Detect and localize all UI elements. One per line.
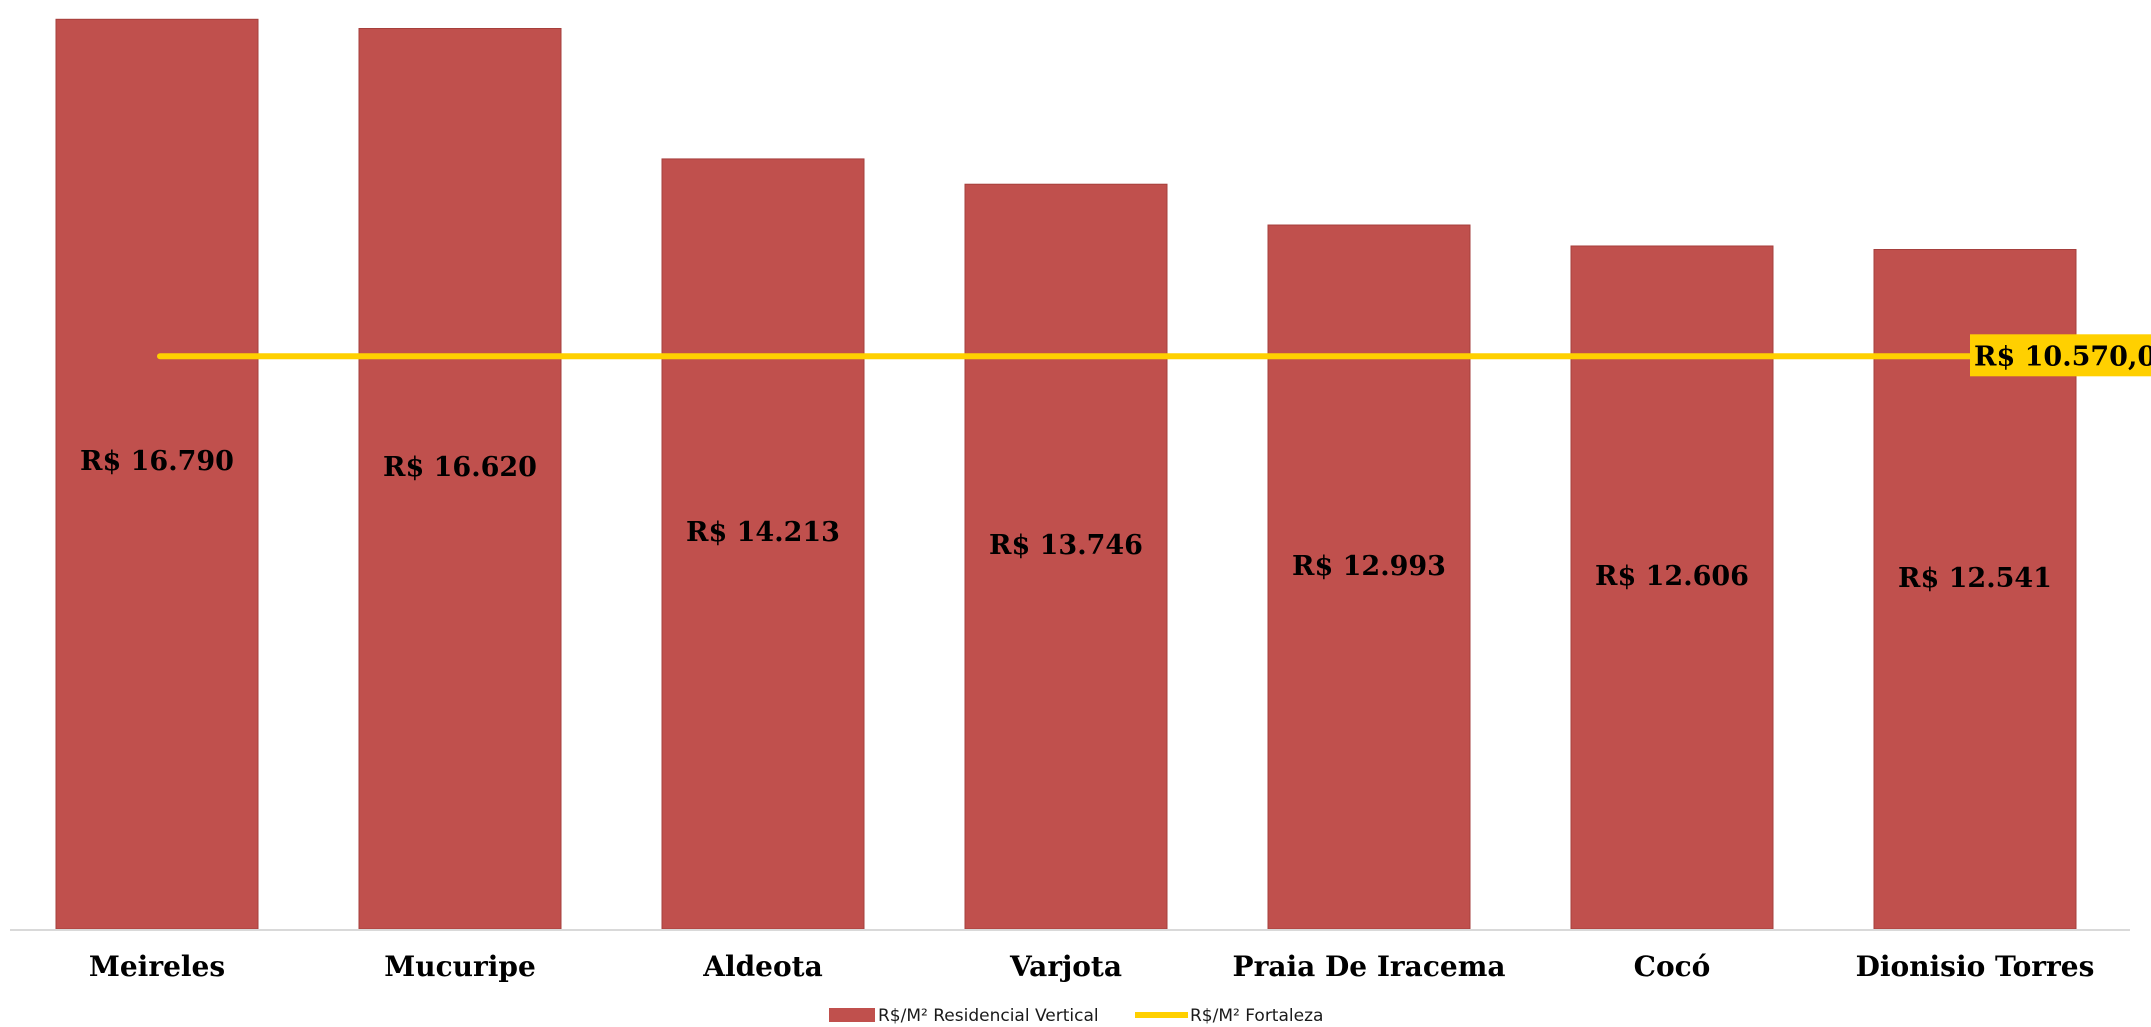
bar-value-label-5: R$ 12.993 <box>1292 551 1446 582</box>
bar-value-label-6: R$ 12.606 <box>1595 561 1749 592</box>
category-label-6: Cocó <box>1634 950 1711 983</box>
legend-label-line-series: R$/M² Fortaleza <box>1190 1006 1323 1026</box>
bar-4 <box>964 183 1168 930</box>
legend-label-bar-series: R$/M² Residencial Vertical <box>878 1006 1099 1026</box>
bar-value-label-1: R$ 16.790 <box>80 446 234 477</box>
bar-value-label-2: R$ 16.620 <box>383 452 537 483</box>
category-label-3: Aldeota <box>702 950 823 983</box>
category-label-7: Dionisio Torres <box>1856 950 2095 983</box>
bar-value-label-3: R$ 14.213 <box>686 517 840 548</box>
bar-5 <box>1267 224 1471 930</box>
category-label-1: Meireles <box>89 950 225 983</box>
bar-1 <box>55 18 259 930</box>
bar-2 <box>358 28 562 930</box>
category-label-4: Varjota <box>1009 950 1122 983</box>
category-labels-group: Meireles Mucuripe Aldeota Varjota Praia De I… <box>89 950 2095 983</box>
bar-value-label-7: R$ 12.541 <box>1898 563 2052 594</box>
legend: R$/M² Residencial Vertical R$/M² Fortale… <box>829 1006 1323 1026</box>
bar-6 <box>1570 245 1774 930</box>
reference-label-background <box>1970 334 2151 377</box>
legend-swatch-bar <box>829 1008 875 1022</box>
bar-value-label-4: R$ 13.746 <box>989 530 1143 561</box>
bar-labels-group: R$ 16.790 R$ 16.620 R$ 14.213 R$ 13.746 R$ 1… <box>80 446 2052 594</box>
reference-label: R$ 10.570,00 <box>1974 341 2151 372</box>
bars-group <box>55 18 2077 930</box>
category-label-5: Praia De Iracema <box>1233 950 1506 983</box>
bar-3 <box>661 158 865 930</box>
category-label-2: Mucuripe <box>384 950 536 983</box>
